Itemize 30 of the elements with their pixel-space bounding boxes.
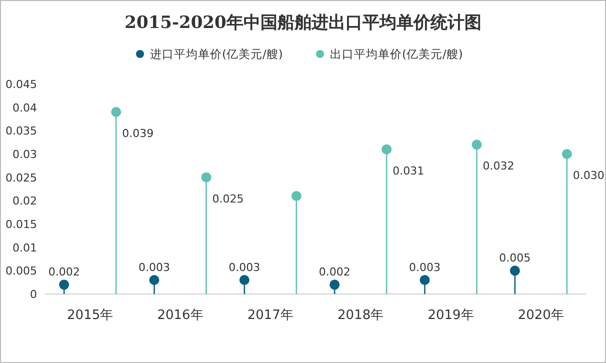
- y-tick-label: 0.01: [12, 241, 37, 254]
- y-tick-label: 0.005: [6, 264, 37, 278]
- data-label: 0.031: [392, 164, 424, 178]
- y-tick-label: 0.015: [6, 218, 37, 231]
- x-tick-label: 2016年: [157, 308, 204, 323]
- y-tick-label: 0.02: [12, 194, 37, 208]
- chart-title: 2015-2020年中国船舶进出口平均单价统计图: [124, 13, 482, 33]
- x-tick-label: 2017年: [247, 308, 294, 323]
- data-label: 0.039: [122, 127, 154, 140]
- x-tick-label: 2019年: [428, 308, 474, 323]
- legend-label: 进口平均单价(亿美元/艘): [150, 47, 283, 61]
- x-tick-label: 2018年: [338, 308, 384, 323]
- data-label: 0.025: [212, 192, 244, 206]
- x-tick-label: 2015年: [67, 308, 114, 323]
- legend-label: 出口平均单价(亿美元/艘): [330, 47, 463, 61]
- data-label: 0.002: [318, 266, 350, 279]
- data-label: 0.002: [48, 266, 80, 279]
- y-tick-label: 0.045: [6, 78, 37, 91]
- data-label: 0.005: [499, 252, 531, 265]
- y-tick-label: 0.035: [6, 124, 37, 138]
- y-tick-label: 0.025: [6, 171, 37, 184]
- x-tick-label: 2020年: [518, 308, 564, 323]
- data-label: 0.003: [138, 261, 170, 274]
- y-tick-label: 0.04: [12, 101, 37, 114]
- y-tick-label: 0.03: [12, 148, 37, 161]
- y-tick-label: 0: [30, 288, 37, 301]
- data-label: 0.003: [228, 261, 260, 274]
- data-label: 0.030: [572, 169, 604, 182]
- data-label: 0.032: [482, 160, 514, 173]
- data-label: 0.003: [409, 261, 440, 274]
